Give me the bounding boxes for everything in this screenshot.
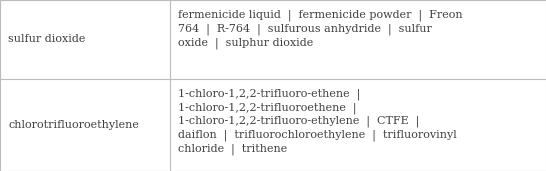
- Text: chloride  |  trithene: chloride | trithene: [178, 144, 287, 155]
- Text: 1-chloro-1,2,2-trifluoro-ethylene  |  CTFE  |: 1-chloro-1,2,2-trifluoro-ethylene | CTFE…: [178, 116, 419, 127]
- Text: sulfur dioxide: sulfur dioxide: [8, 34, 86, 44]
- Text: oxide  |  sulphur dioxide: oxide | sulphur dioxide: [178, 37, 313, 49]
- Text: 1-chloro-1,2,2-trifluoroethene  |: 1-chloro-1,2,2-trifluoroethene |: [178, 102, 357, 114]
- Text: 764  |  R-764  |  sulfurous anhydride  |  sulfur: 764 | R-764 | sulfurous anhydride | sulf…: [178, 23, 432, 35]
- Text: 1-chloro-1,2,2-trifluoro-ethene  |: 1-chloro-1,2,2-trifluoro-ethene |: [178, 88, 360, 100]
- Text: fermenicide liquid  |  fermenicide powder  |  Freon: fermenicide liquid | fermenicide powder …: [178, 10, 463, 21]
- Text: chlorotrifluoroethylene: chlorotrifluoroethylene: [8, 120, 139, 130]
- Text: daiflon  |  trifluorochloroethylene  |  trifluorovinyl: daiflon | trifluorochloroethylene | trif…: [178, 130, 457, 141]
